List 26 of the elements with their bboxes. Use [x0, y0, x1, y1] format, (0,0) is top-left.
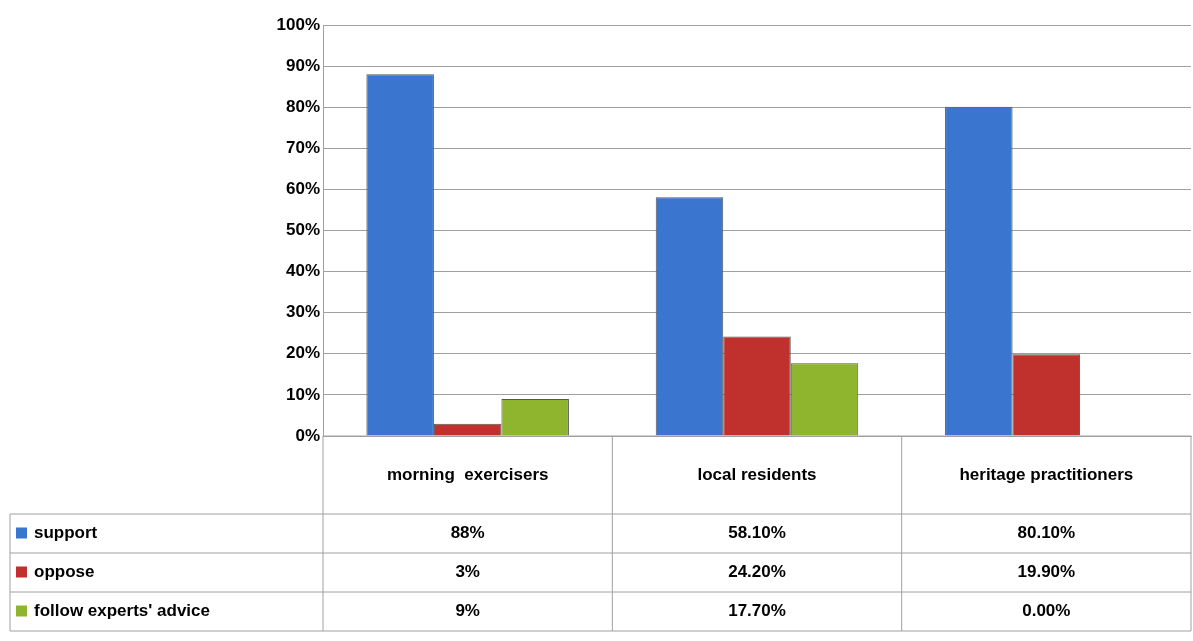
y-tick-label: 10%	[285, 384, 320, 404]
y-tick-label: 20%	[285, 343, 320, 363]
data-label: 19.90%	[1017, 562, 1076, 582]
data-label: 17.70%	[728, 601, 786, 621]
y-tick-label: 90%	[285, 55, 320, 75]
y-tick-label: 40%	[285, 261, 320, 281]
data-label: 24.20%	[728, 562, 786, 582]
data-label: 9%	[455, 601, 480, 621]
data-label: 0.00%	[1022, 601, 1071, 621]
data-label: 58.10%	[728, 523, 786, 543]
legend-label: oppose	[34, 562, 95, 582]
legend-label: follow experts' advice	[34, 601, 210, 621]
data-label: 80.10%	[1017, 523, 1076, 543]
x-tick-label: morning exercisers	[386, 464, 549, 484]
y-tick-label: 60%	[285, 179, 320, 199]
y-tick-label: 50%	[285, 220, 320, 240]
y-tick-label: 100%	[276, 14, 320, 34]
x-tick-label: local residents	[697, 464, 817, 484]
legend-label: support	[34, 523, 98, 543]
y-tick-label: 0%	[295, 425, 320, 445]
data-label: 88%	[450, 523, 485, 543]
data-label: 3%	[455, 562, 480, 582]
y-tick-label: 80%	[285, 96, 320, 116]
x-tick-label: heritage practitioners	[959, 464, 1134, 484]
y-tick-label: 70%	[285, 137, 320, 157]
y-tick-label: 30%	[285, 302, 320, 322]
